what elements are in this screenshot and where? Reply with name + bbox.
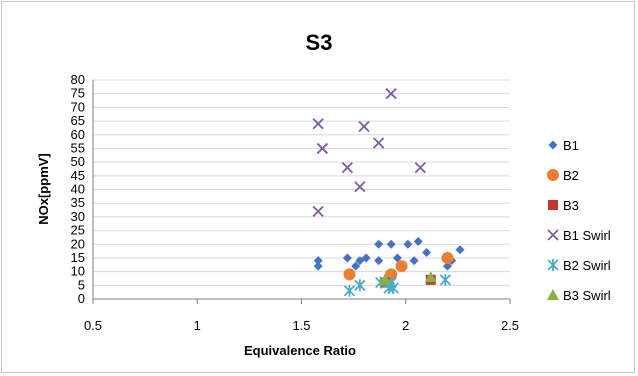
legend-marker-b1-swirl bbox=[547, 229, 559, 241]
y-tick-label: 0 bbox=[78, 291, 85, 306]
data-point-b3-swirl bbox=[424, 271, 437, 283]
data-point-b1 bbox=[386, 239, 396, 249]
legend-label-b1: B1 bbox=[563, 138, 579, 153]
data-point-b1 bbox=[403, 239, 413, 249]
legend: B1 B2 B3 B1 Swirl B2 Swirl B3 Swirl bbox=[547, 138, 611, 303]
legend-marker-b3-swirl bbox=[547, 289, 559, 300]
data-point-b2-swirl bbox=[354, 279, 366, 292]
data-point-b1-swirl bbox=[358, 120, 370, 133]
y-tick-label: 5 bbox=[78, 277, 85, 292]
x-tick-label: 1.5 bbox=[292, 318, 310, 333]
legend-label-b3-swirl: B3 Swirl bbox=[563, 288, 611, 303]
legend-label-b1-swirl: B1 Swirl bbox=[563, 228, 611, 243]
legend-marker-b1 bbox=[548, 140, 558, 150]
data-point-b1 bbox=[374, 239, 384, 249]
data-point-b1-swirl bbox=[316, 142, 328, 155]
data-point-b1 bbox=[313, 256, 323, 266]
data-point-b2 bbox=[343, 268, 356, 281]
data-point-b1-swirl bbox=[373, 137, 385, 149]
legend-label-b2-swirl: B2 Swirl bbox=[563, 258, 611, 273]
y-tick-label: 35 bbox=[71, 195, 85, 210]
y-tick-label: 65 bbox=[71, 113, 85, 128]
data-point-b1-swirl bbox=[312, 205, 324, 218]
y-tick-label: 75 bbox=[71, 86, 85, 101]
grid-lines bbox=[93, 79, 510, 286]
y-tick-label: 10 bbox=[71, 264, 85, 279]
data-point-b2 bbox=[385, 268, 398, 281]
data-point-b1 bbox=[342, 253, 352, 263]
legend-label-b3: B3 bbox=[563, 198, 579, 213]
x-tick-label: 2.5 bbox=[501, 318, 519, 333]
y-tick-label: 25 bbox=[71, 223, 85, 238]
data-point-b1 bbox=[413, 237, 423, 247]
legend-marker-b2 bbox=[547, 169, 559, 181]
data-point-b2 bbox=[395, 260, 408, 273]
data-points bbox=[312, 88, 465, 297]
y-tick-label: 50 bbox=[71, 154, 85, 169]
data-point-b2-swirl bbox=[343, 284, 356, 297]
x-axis-ticks: 0.5 1 1.5 2 2.5 bbox=[84, 299, 519, 333]
data-point-b1 bbox=[313, 261, 323, 271]
data-point-b1 bbox=[351, 261, 361, 271]
data-point-b1 bbox=[361, 253, 371, 263]
legend-marker-b2-swirl bbox=[547, 259, 559, 271]
data-point-b2 bbox=[441, 251, 454, 264]
data-point-b1 bbox=[374, 256, 384, 266]
y-tick-label: 15 bbox=[71, 250, 85, 265]
y-axis-title: NOx[ppmV] bbox=[36, 153, 51, 225]
x-tick-label: 1 bbox=[194, 318, 201, 333]
data-point-b1-swirl bbox=[385, 88, 397, 100]
y-tick-label: 80 bbox=[71, 72, 85, 87]
y-tick-label: 45 bbox=[71, 168, 85, 183]
data-point-b3-swirl bbox=[378, 273, 391, 285]
data-point-b1 bbox=[455, 245, 465, 255]
data-point-b1 bbox=[422, 247, 432, 257]
y-tick-label: 40 bbox=[71, 182, 85, 197]
y-tick-label: 20 bbox=[71, 236, 85, 251]
y-tick-label: 30 bbox=[71, 209, 85, 224]
x-tick-label: 2 bbox=[402, 318, 409, 333]
legend-label-b2: B2 bbox=[563, 168, 579, 183]
data-point-b1 bbox=[442, 261, 452, 271]
x-tick-label: 0.5 bbox=[84, 318, 102, 333]
data-point-b1-swirl bbox=[354, 181, 366, 193]
data-point-b1-swirl bbox=[341, 161, 354, 174]
data-point-b1-swirl bbox=[414, 161, 426, 174]
chart-title: S3 bbox=[306, 30, 333, 55]
x-axis-title: Equivalence Ratio bbox=[244, 343, 356, 358]
data-point-b1-swirl bbox=[312, 118, 324, 130]
y-tick-label: 70 bbox=[71, 99, 85, 114]
data-point-b2-swirl bbox=[439, 273, 452, 286]
y-tick-label: 60 bbox=[71, 127, 85, 142]
data-point-b1 bbox=[409, 256, 419, 266]
y-tick-label: 55 bbox=[71, 140, 85, 155]
legend-marker-b3 bbox=[548, 200, 558, 210]
data-point-b1 bbox=[392, 253, 402, 263]
